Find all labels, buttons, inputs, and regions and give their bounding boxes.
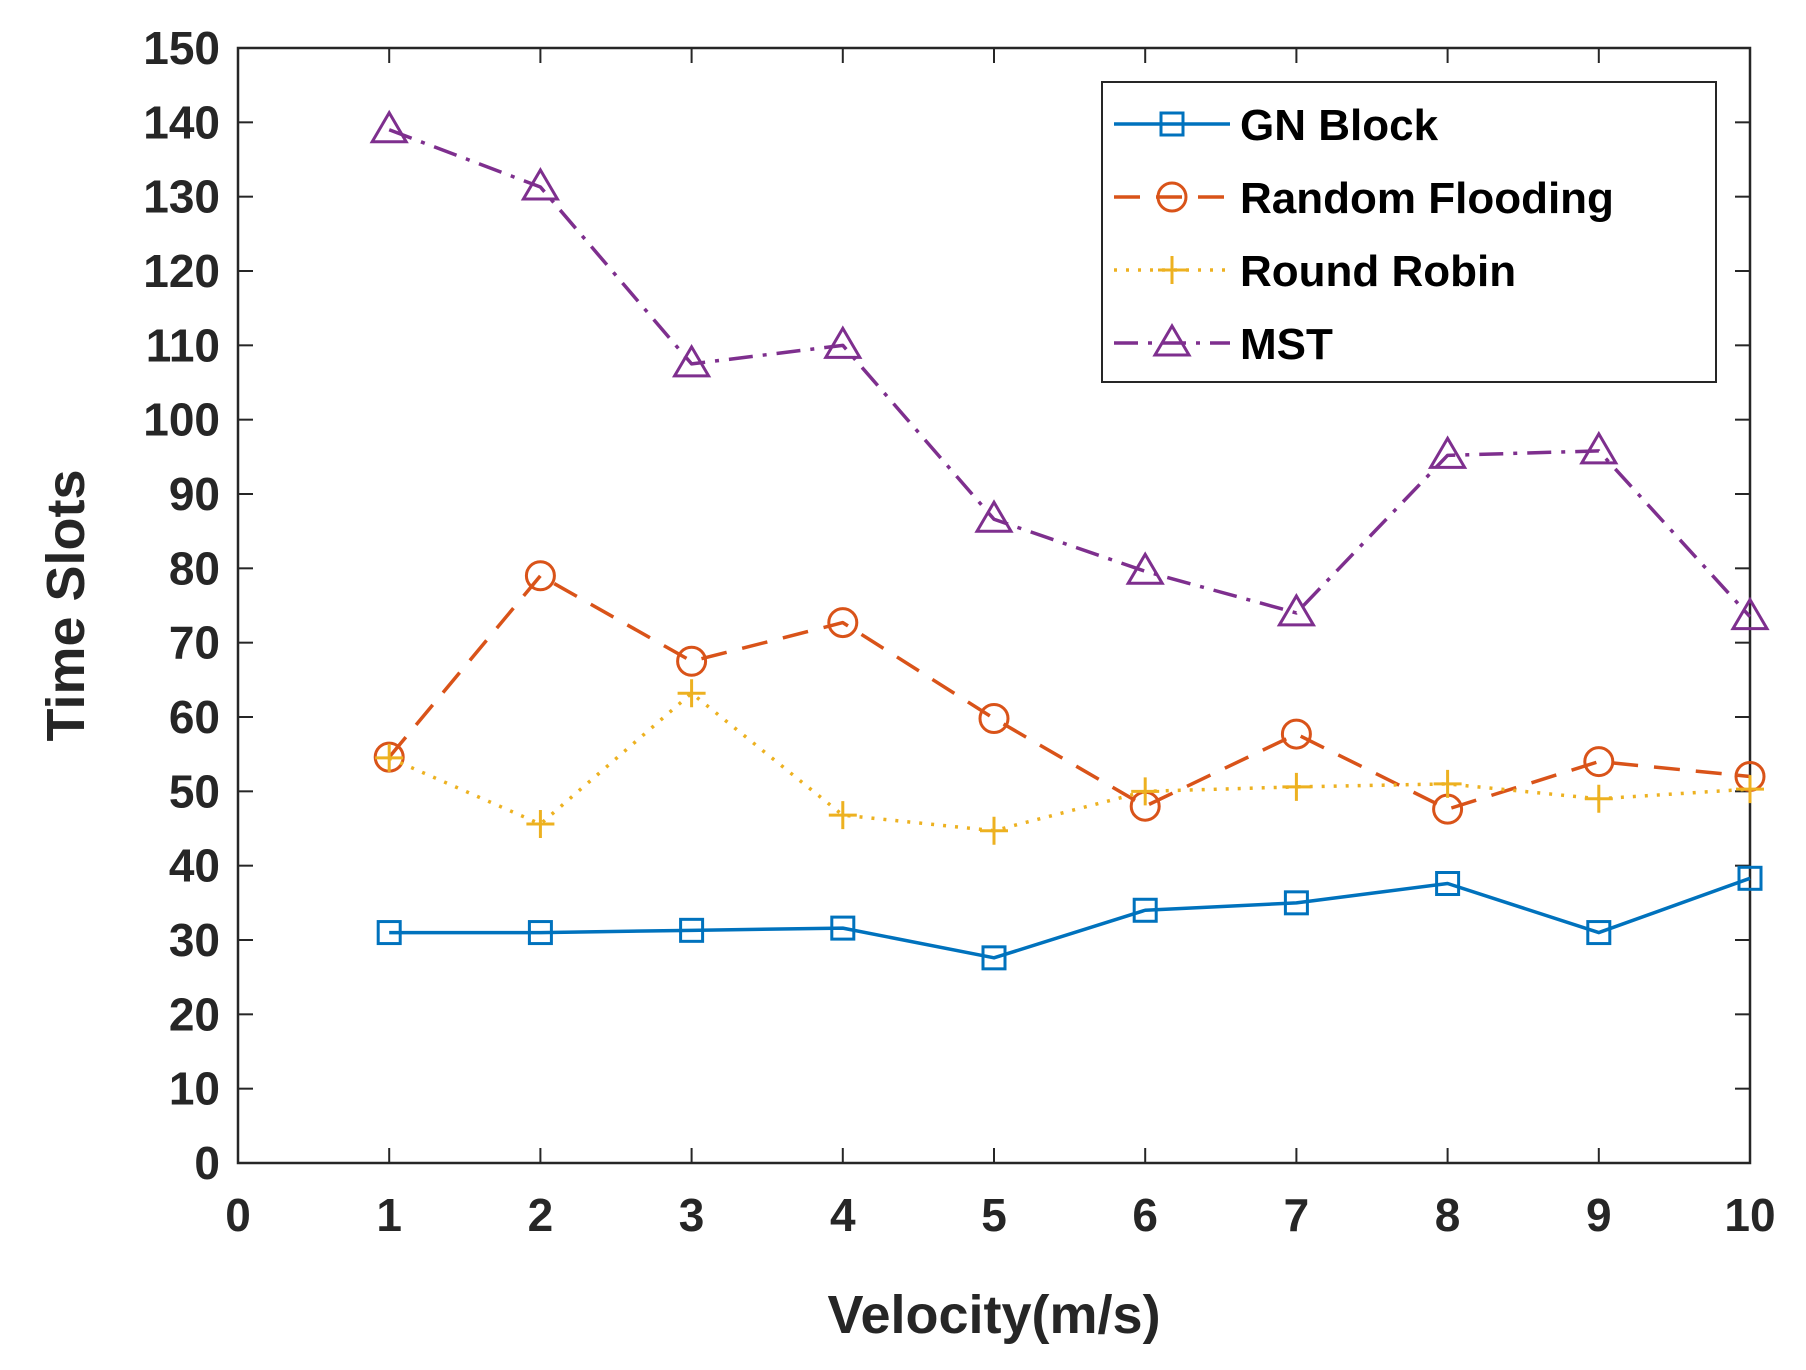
y-tick-label: 120 [143, 245, 220, 297]
data-point [375, 743, 404, 772]
y-axis-title: Time Slots [36, 469, 96, 741]
x-tick-label: 6 [1132, 1189, 1158, 1241]
data-point [1132, 897, 1158, 923]
y-tick-label: 150 [143, 22, 220, 74]
y-tick-label: 40 [169, 840, 220, 892]
y-tick-label: 110 [146, 319, 220, 371]
y-tick-label: 60 [169, 691, 220, 743]
legend-label: Round Robin [1240, 247, 1516, 296]
data-point [1737, 865, 1763, 891]
y-tick-label: 140 [143, 96, 220, 148]
y-tick-label: 20 [169, 988, 220, 1040]
legend: GN Block Random Flooding Round Robin MST [1101, 81, 1717, 383]
data-point [524, 560, 556, 592]
axes [236, 46, 1752, 1165]
y-tick-label: 90 [169, 468, 220, 520]
data-point [1276, 592, 1317, 627]
data-point [1579, 430, 1619, 465]
data-point [830, 915, 856, 941]
legend-marker [1156, 181, 1188, 213]
y-tick-label: 30 [169, 914, 220, 966]
data-point [1435, 871, 1461, 897]
data-point [1432, 793, 1464, 825]
series [369, 109, 1770, 971]
data-point [1283, 890, 1309, 916]
y-tick-label: 0 [194, 1137, 220, 1189]
data-point [828, 801, 857, 830]
x-tick-label: 5 [981, 1189, 1007, 1241]
legend-item: GN Block [1114, 101, 1439, 150]
data-point [520, 167, 561, 201]
y-tick-label: 130 [143, 171, 220, 223]
data-point [1131, 777, 1160, 806]
data-point [1427, 435, 1468, 469]
x-tick-label: 2 [528, 1189, 554, 1241]
data-point [527, 920, 553, 946]
data-point [1584, 784, 1613, 813]
data-point [981, 945, 1007, 971]
legend-label: GN Block [1240, 101, 1439, 150]
y-tick-label: 10 [169, 1063, 220, 1115]
y-tick-label: 70 [169, 617, 220, 669]
series-line [388, 691, 1751, 833]
data-point [978, 702, 1010, 734]
series-mst [369, 109, 1770, 631]
legend-marker [1159, 111, 1185, 137]
x-tick-label: 1 [376, 1189, 402, 1241]
data-point [980, 816, 1008, 845]
data-point [823, 325, 863, 359]
data-point [1586, 920, 1612, 946]
y-tick-label: 100 [143, 394, 220, 446]
data-point [369, 109, 409, 144]
series-line [389, 876, 1751, 960]
data-point [1125, 551, 1165, 585]
y-tick-label: 80 [169, 542, 220, 594]
legend-marker [1158, 256, 1186, 284]
data-point [1730, 596, 1770, 631]
legend-item: MST [1114, 320, 1333, 369]
legend-item: Round Robin [1114, 247, 1516, 296]
series-random-flooding [373, 560, 1766, 825]
legend-marker [1152, 323, 1192, 357]
legend-label: Random Flooding [1240, 174, 1614, 223]
tick-labels: 0 1 2 3 4 5 6 7 8 9 100102030405060708090100110120… [143, 22, 1775, 1241]
data-point [974, 499, 1014, 533]
data-point [1433, 769, 1462, 798]
data-point [1282, 772, 1311, 801]
series-line [387, 574, 1751, 811]
x-tick-label: 10 [1724, 1189, 1775, 1241]
legend-label: MST [1240, 320, 1333, 369]
x-tick-label: 3 [679, 1189, 705, 1241]
legend-item: Random Flooding [1114, 174, 1614, 223]
x-tick-label: 0 [225, 1189, 251, 1241]
x-tick-label: 8 [1435, 1189, 1461, 1241]
data-point [671, 343, 712, 378]
data-point [676, 645, 708, 677]
x-tick-label: 4 [830, 1189, 856, 1241]
x-tick-label: 9 [1586, 1189, 1612, 1241]
data-point [827, 607, 859, 639]
x-tick-label: 7 [1284, 1189, 1310, 1241]
data-point [1583, 746, 1615, 778]
data-point [376, 920, 402, 946]
data-point [526, 810, 555, 839]
legend-box [1101, 81, 1717, 383]
x-axis-title: Velocity(m/s) [827, 1285, 1160, 1345]
data-point [677, 679, 706, 708]
y-tick-label: 50 [169, 765, 220, 817]
data-point [1736, 775, 1764, 804]
data-point [1280, 718, 1312, 750]
series-round-robin [375, 679, 1764, 845]
data-point [679, 917, 705, 943]
series-gn-block [376, 865, 1763, 971]
